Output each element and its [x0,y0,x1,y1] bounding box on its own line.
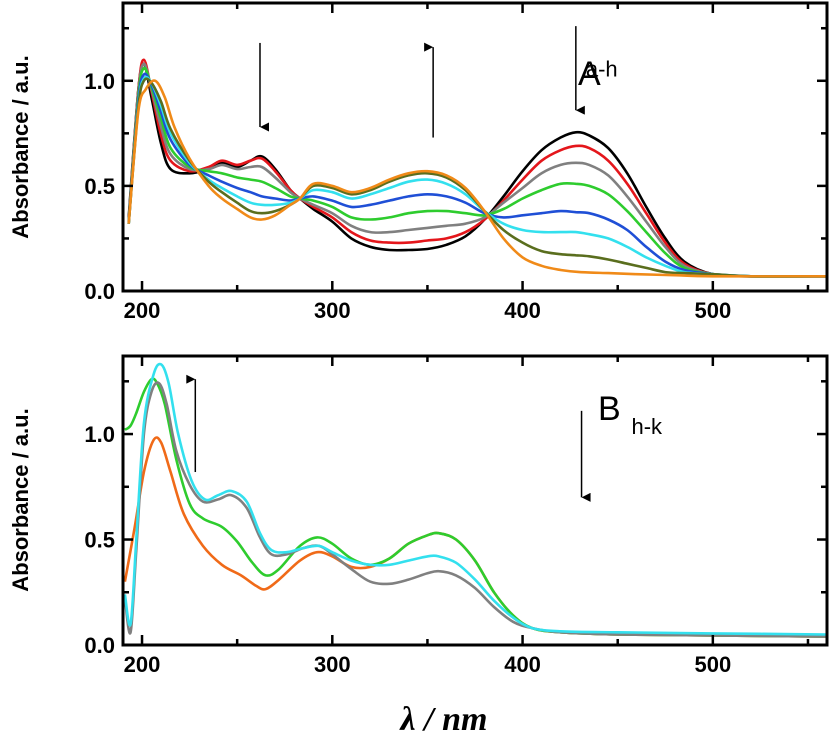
series-group [123,362,827,638]
y-tick-label: 0.0 [84,279,115,304]
y-tick-label: 1.0 [84,422,115,447]
plot-frame [121,1,829,293]
x-tick-label: 500 [694,298,731,323]
y-axis-label: Absorbance / a.u. [8,55,33,238]
series-line-2 [124,377,827,638]
x-axis-label: λ / nm [399,701,488,738]
x-tick-label: 300 [314,298,351,323]
x-tick-label: 300 [314,652,351,677]
series-line-4 [123,362,827,636]
panel-letter: A [578,55,601,93]
panel-letter: B [598,390,621,428]
annotation-label: a-h [586,57,618,82]
x-axis-label-text: λ / nm [399,701,488,738]
y-axis-label: Absorbance / a.u. [8,408,33,591]
x-tick-label: 200 [124,652,161,677]
y-tick-label: 1.0 [84,69,115,94]
x-tick-label: 400 [504,298,541,323]
series-line-1 [123,436,827,638]
series-line-2 [127,58,827,278]
x-tick-label: 500 [694,652,731,677]
x-tick-label: 400 [504,652,541,677]
series-line-1 [127,62,827,278]
series-line-3 [123,381,827,638]
series-group [127,58,827,278]
panel-a: 200 300 400 500 0.0 0.5 1.0 Absorbance / a.u. Aa… [8,1,829,323]
y-tick-label: 0.5 [84,174,115,199]
series-line-4 [127,66,827,278]
y-tick-label: 0.5 [84,528,115,553]
series-line-3 [127,62,827,278]
annotation-label: h-k [632,414,664,439]
x-tick-label: 200 [124,298,161,323]
series-line-8 [127,79,827,278]
plot-frame [121,354,829,647]
y-tick-label: 0.0 [84,633,115,658]
series-line-5 [127,72,827,278]
